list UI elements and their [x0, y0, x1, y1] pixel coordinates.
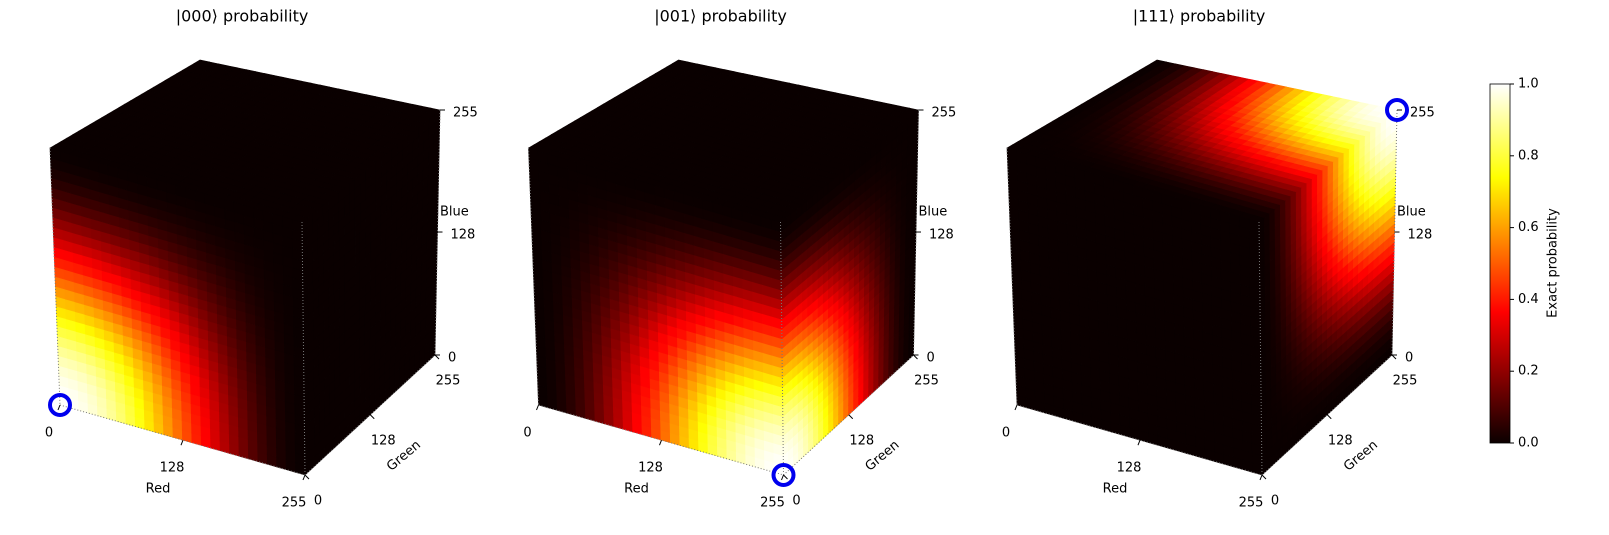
y-tick: [848, 414, 854, 420]
z-tick-label: 128: [451, 228, 476, 243]
x-tick-label: 128: [160, 461, 185, 476]
y-tick-label: 255: [436, 374, 461, 389]
y-tick-label: 0: [792, 494, 800, 509]
z-axis-label: Blue: [440, 205, 469, 220]
x-axis-label: Red: [146, 482, 171, 497]
x-tick: [536, 404, 539, 411]
y-tick: [783, 474, 788, 480]
z-tick-label: 255: [453, 106, 478, 121]
y-tick: [913, 354, 918, 360]
panel: |001⟩ probability 0 128 255 0 128 255 0 128 255 Re…: [523, 7, 956, 511]
panel-title: |000⟩ probability: [176, 7, 309, 26]
z-tick-label: 0: [448, 351, 456, 366]
x-tick: [781, 474, 784, 481]
z-tick-label: 0: [927, 351, 935, 366]
x-tick: [57, 404, 61, 411]
y-tick: [434, 354, 440, 360]
y-tick: [369, 414, 375, 420]
z-tick-label: 255: [932, 106, 957, 121]
x-tick-label: 128: [638, 461, 663, 476]
x-tick: [302, 474, 306, 481]
y-tick-label: 0: [314, 494, 322, 509]
panel-title: |111⟩ probability: [1133, 7, 1266, 26]
x-tick: [659, 439, 662, 446]
x-tick-label: 0: [45, 426, 53, 441]
y-tick-label: 255: [914, 374, 939, 389]
x-tick-label: 0: [523, 426, 531, 441]
z-axis-label: Blue: [919, 205, 948, 220]
z-tick-label: 128: [929, 228, 954, 243]
x-tick: [180, 439, 184, 446]
y-tick: [304, 474, 310, 480]
x-axis-label: Red: [624, 482, 649, 497]
y-tick-label: 128: [371, 433, 396, 448]
x-tick-label: 255: [282, 496, 307, 511]
y-tick-label: 128: [849, 433, 874, 448]
panel-title: |001⟩ probability: [654, 7, 787, 26]
x-tick-label: 255: [760, 496, 785, 511]
panel: |000⟩ probability 0 128 255 0 128 255 0 128 255 Re…: [45, 7, 478, 511]
